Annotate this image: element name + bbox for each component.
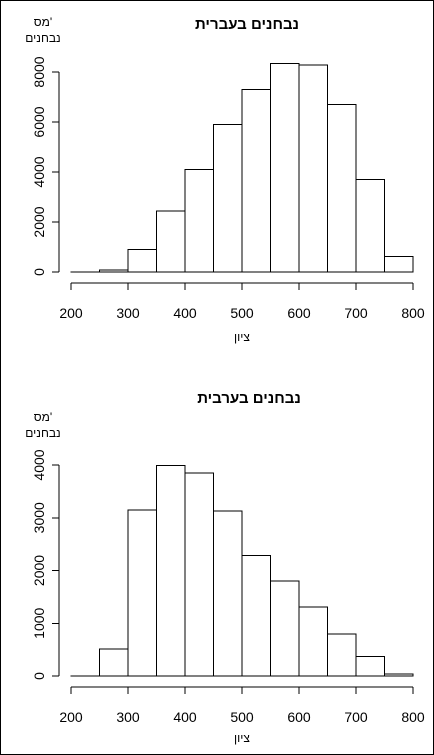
hebrew-bar <box>241 89 271 273</box>
arabic-x-tick-label: 700 <box>344 709 368 725</box>
hebrew-histogram-panel: נבחנים בעברית מס' נבחנים ציון 0 2000 4000 6… <box>25 15 425 344</box>
arabic-x-tick-label: 300 <box>116 709 140 725</box>
arabic-y-tick-label: 1000 <box>31 607 47 638</box>
hebrew-bar <box>184 169 214 273</box>
arabic-y-axis: 0 1000 2000 3000 4000 <box>31 449 60 680</box>
hebrew-y-tick-label: 8000 <box>31 56 47 87</box>
hebrew-ylabel-line1: מס' <box>34 15 52 29</box>
arabic-histogram-panel: נבחנים בערבית מס' נבחנים ציון 0 1000 2000 3… <box>25 390 425 745</box>
arabic-bar <box>270 580 300 677</box>
arabic-bar <box>213 510 243 677</box>
arabic-y-tick-label: 3000 <box>31 502 47 533</box>
hebrew-bar <box>213 124 243 273</box>
arabic-bar <box>156 465 186 677</box>
arabic-ylabel-line1: מס' <box>34 410 52 424</box>
hebrew-y-axis: 0 2000 4000 6000 8000 <box>31 56 60 276</box>
hebrew-bar <box>298 64 328 273</box>
arabic-y-tick-label: 0 <box>31 672 47 680</box>
arabic-y-tick-label: 2000 <box>31 555 47 586</box>
arabic-bar <box>184 472 214 677</box>
hebrew-bars <box>70 62 414 273</box>
hebrew-x-tick-label: 300 <box>116 305 140 321</box>
hebrew-bar <box>156 210 186 273</box>
arabic-bars <box>70 465 414 677</box>
arabic-bar <box>241 555 271 677</box>
arabic-bar <box>298 606 328 677</box>
hebrew-bar <box>384 256 414 273</box>
hebrew-bar <box>270 62 300 273</box>
hebrew-y-tick-label: 0 <box>31 268 47 276</box>
arabic-bar <box>127 509 157 677</box>
hebrew-ylabel-line2: נבחנים <box>25 31 60 45</box>
arabic-x-tick-label: 600 <box>287 709 311 725</box>
hebrew-bar <box>99 269 129 273</box>
hebrew-x-tick-label: 200 <box>59 305 83 321</box>
hebrew-x-axis: 200 300 400 500 600 700 800 <box>59 282 425 321</box>
arabic-ylabel-line2: נבחנים <box>25 426 60 440</box>
arabic-x-axis: 200 300 400 500 600 700 800 <box>59 686 425 725</box>
arabic-bar <box>327 633 357 677</box>
hebrew-y-tick-label: 4000 <box>31 156 47 187</box>
hebrew-y-tick-label: 6000 <box>31 106 47 137</box>
hebrew-x-tick-label: 600 <box>287 305 311 321</box>
hebrew-chart-title: נבחנים בעברית <box>195 16 299 33</box>
hebrew-x-tick-label: 500 <box>230 305 254 321</box>
hebrew-x-tick-label: 800 <box>401 305 425 321</box>
arabic-x-tick-label: 500 <box>230 709 254 725</box>
arabic-bar <box>99 648 129 677</box>
arabic-y-tick-label: 4000 <box>31 449 47 480</box>
arabic-x-tick-label: 800 <box>401 709 425 725</box>
hebrew-x-tick-label: 400 <box>173 305 197 321</box>
arabic-chart-title: נבחנים בערבית <box>197 390 301 407</box>
hebrew-bar <box>127 249 157 273</box>
hebrew-y-tick-label: 2000 <box>31 206 47 237</box>
arabic-x-tick-label: 400 <box>173 709 197 725</box>
hebrew-bar <box>327 104 357 273</box>
hebrew-bar <box>355 179 385 273</box>
hebrew-x-tick-label: 700 <box>344 305 368 321</box>
arabic-bar <box>384 673 414 677</box>
arabic-xlabel: ציון <box>234 731 250 745</box>
arabic-bar <box>355 655 385 677</box>
arabic-x-tick-label: 200 <box>59 709 83 725</box>
hebrew-xlabel: ציון <box>234 330 250 344</box>
